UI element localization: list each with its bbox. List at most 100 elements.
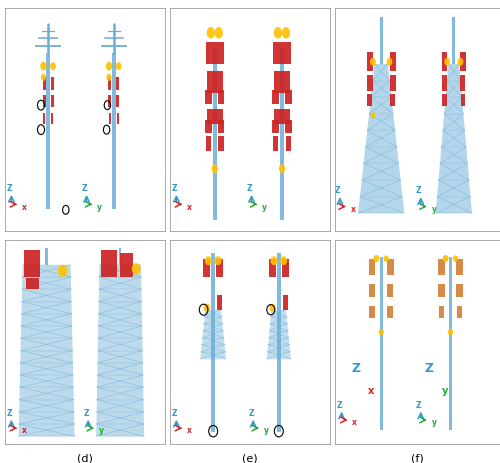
Bar: [108, 78, 112, 90]
Text: Z: Z: [247, 183, 252, 193]
Text: Z: Z: [82, 183, 87, 193]
Text: Z: Z: [336, 400, 342, 409]
Polygon shape: [96, 265, 144, 436]
Bar: [380, 18, 382, 65]
Text: Z: Z: [248, 408, 254, 417]
Bar: [101, 251, 117, 277]
Bar: [280, 49, 284, 220]
Circle shape: [106, 63, 112, 71]
Circle shape: [386, 59, 392, 67]
Circle shape: [444, 59, 450, 67]
Bar: [116, 114, 119, 125]
Circle shape: [40, 63, 46, 71]
Bar: [452, 18, 456, 65]
Bar: [51, 96, 54, 108]
Bar: [43, 96, 46, 108]
Bar: [286, 137, 291, 151]
Bar: [369, 259, 376, 275]
Circle shape: [458, 59, 464, 67]
Bar: [212, 253, 215, 432]
Text: (f): (f): [411, 453, 424, 463]
Bar: [388, 306, 393, 318]
Bar: [217, 296, 222, 310]
Bar: [460, 76, 466, 92]
Text: Z: Z: [416, 186, 422, 194]
Bar: [442, 53, 448, 71]
Bar: [456, 284, 462, 298]
Circle shape: [214, 257, 222, 266]
Bar: [203, 259, 210, 277]
Bar: [369, 284, 376, 298]
Bar: [116, 96, 119, 108]
Circle shape: [370, 113, 376, 119]
Text: x: x: [368, 386, 374, 395]
Bar: [269, 259, 276, 277]
Circle shape: [58, 265, 68, 277]
Circle shape: [374, 256, 379, 263]
Bar: [460, 53, 466, 71]
Text: Z: Z: [6, 183, 12, 193]
Circle shape: [442, 256, 448, 263]
Bar: [449, 257, 452, 430]
Text: x: x: [22, 202, 26, 211]
Bar: [207, 71, 223, 94]
Bar: [283, 296, 288, 310]
Polygon shape: [267, 310, 291, 359]
Bar: [387, 259, 394, 275]
Bar: [206, 43, 224, 65]
Bar: [274, 109, 290, 125]
Polygon shape: [358, 65, 405, 214]
Bar: [273, 137, 278, 151]
Text: Z: Z: [335, 186, 340, 194]
Circle shape: [280, 257, 287, 266]
Bar: [274, 71, 290, 94]
Bar: [285, 120, 292, 134]
Circle shape: [132, 263, 140, 275]
Circle shape: [279, 165, 285, 174]
Text: Z: Z: [172, 183, 177, 193]
Text: (d): (d): [77, 453, 93, 463]
Circle shape: [384, 256, 389, 263]
Text: x: x: [352, 417, 357, 426]
Text: Z: Z: [416, 400, 422, 409]
Bar: [380, 257, 382, 430]
Bar: [460, 95, 465, 107]
Text: y: y: [432, 417, 436, 426]
Circle shape: [269, 304, 276, 312]
Bar: [285, 90, 292, 105]
Bar: [46, 249, 48, 265]
Bar: [438, 284, 444, 298]
Bar: [456, 259, 463, 275]
Circle shape: [204, 304, 210, 312]
Bar: [442, 76, 447, 92]
Text: Z: Z: [424, 361, 433, 374]
Bar: [108, 96, 111, 108]
Polygon shape: [436, 65, 472, 214]
Bar: [218, 90, 224, 105]
Bar: [50, 78, 54, 90]
Circle shape: [448, 329, 453, 336]
Circle shape: [214, 28, 223, 39]
Bar: [277, 253, 280, 432]
Bar: [120, 253, 133, 277]
Text: y: y: [262, 202, 267, 211]
Bar: [205, 90, 212, 105]
Circle shape: [205, 257, 212, 266]
Bar: [438, 259, 444, 275]
Text: (a): (a): [77, 240, 93, 250]
Bar: [442, 95, 447, 107]
Circle shape: [206, 28, 215, 39]
Bar: [272, 120, 279, 134]
Bar: [119, 249, 122, 265]
Bar: [282, 259, 289, 277]
Circle shape: [41, 75, 46, 81]
Text: Z: Z: [352, 361, 360, 374]
Bar: [216, 259, 223, 277]
Text: y: y: [432, 205, 436, 213]
Bar: [438, 306, 444, 318]
Bar: [367, 95, 372, 107]
Bar: [218, 137, 224, 151]
Bar: [387, 284, 394, 298]
Bar: [205, 120, 212, 134]
Text: y: y: [97, 202, 102, 211]
